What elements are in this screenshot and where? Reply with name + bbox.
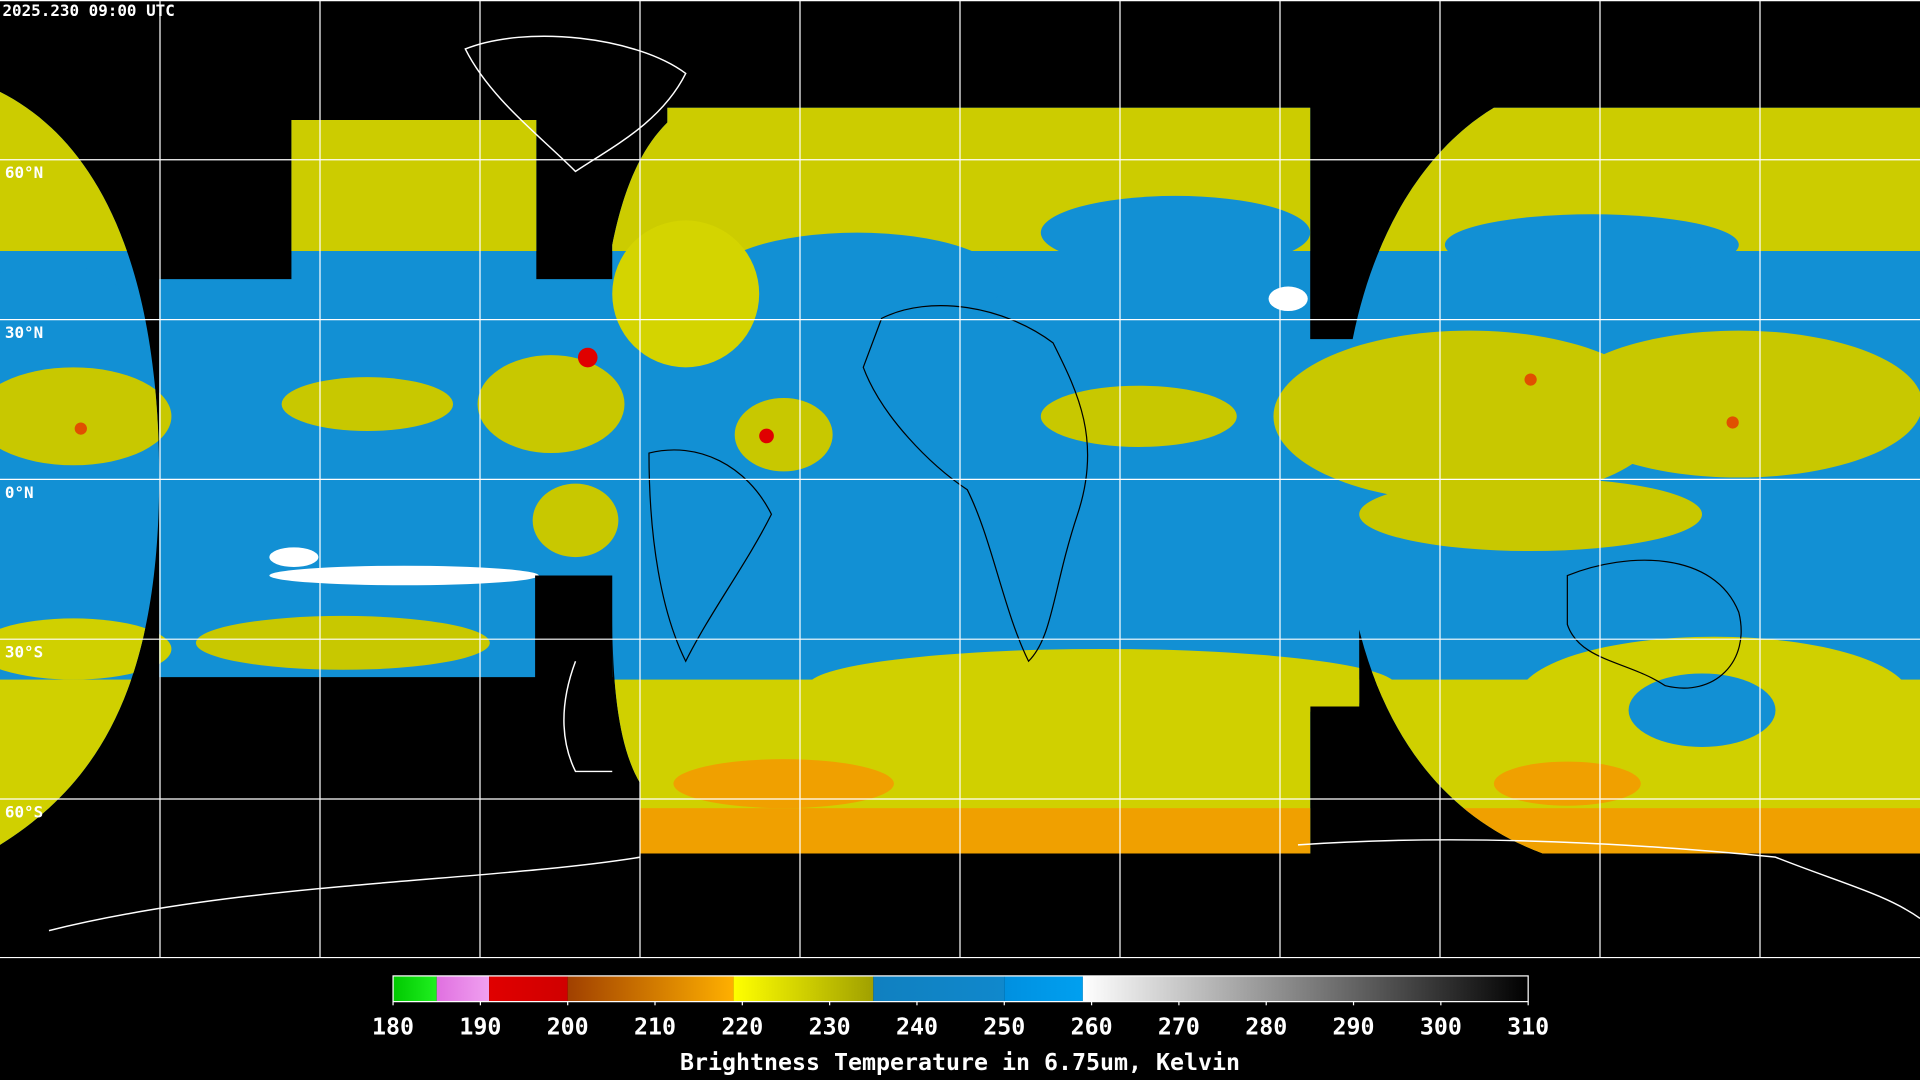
graticule [0,0,1920,959]
colorbar-tick-label: 310 [1507,1014,1549,1041]
colorbar-segment [436,975,490,1002]
moist-patch [1555,330,1920,478]
coastline [862,305,1089,663]
colorbar-tick-label: 290 [1333,1014,1375,1041]
colorbar-tick-label: 210 [634,1014,676,1041]
colorbar-tick-label: 180 [372,1014,414,1041]
colorbar-tick-label: 270 [1158,1014,1200,1041]
latitude-labels: 60°N 30°N 0°N 30°S 60°S [5,163,43,821]
colorbar-segment [567,975,734,1002]
cold-patch [1493,761,1641,806]
colorbar-tick-label: 250 [983,1014,1025,1041]
colorbar-tick-label: 240 [896,1014,938,1041]
colorbar-segment [489,975,568,1002]
latitude-label: 30°N [5,323,43,342]
storm [1726,416,1739,429]
latitude-label: 60°N [5,163,43,182]
moist-patch [612,220,760,368]
moist-patch [195,615,490,670]
moist-patch [808,648,1396,723]
latitude-label: 0°N [5,483,34,502]
storm [74,422,87,435]
colorbar-tick-label: 220 [721,1014,763,1041]
very-dry-patch [269,565,539,586]
moist-patch [1273,330,1666,503]
gap [535,575,613,686]
colorbar: 180 190 200 210 220 230 240 250 260 270 280 290 300 3… [372,975,1549,1041]
colorbar-tick-label: 300 [1420,1014,1462,1041]
moist-patch [0,618,172,680]
coastline [48,839,1920,932]
coastline [563,660,613,773]
dry-patch [1040,195,1311,270]
coastlines [48,35,1920,932]
coastline [648,449,773,663]
very-dry-patch [269,547,319,567]
coastline [464,35,687,173]
latitude-label: 30°S [5,643,43,662]
moist-patch [1359,477,1703,552]
dry-patch [1444,214,1739,276]
colorbar-frame [392,975,1529,1003]
colorbar-label: Brightness Temperature in 6.75um, Kelvin [680,1049,1240,1076]
colorbar-segment [1004,975,1083,1002]
moist-patch [734,397,833,472]
storm [759,428,774,444]
colorbar-tick-label: 230 [809,1014,851,1041]
dry-patch [0,263,123,337]
moist-patch [281,377,454,432]
moist-patch [1040,385,1237,447]
storm [577,347,598,368]
cold-patch [673,759,894,809]
colorbar-tick-label: 260 [1071,1014,1113,1041]
moist-patch [0,367,172,466]
colorbar-tick-label: 190 [459,1014,501,1041]
moist-patch [477,355,625,454]
colorbar-segment [873,975,1005,1002]
coastline [1566,559,1742,689]
colorbar-segment [733,975,874,1002]
storm [1524,373,1537,386]
latitude-label: 60°S [5,802,43,821]
colorbar-segment [1082,975,1529,1002]
timestamp: 2025.230 09:00 UTC [2,1,174,20]
very-dry-patch [1268,286,1308,312]
colorbar-segment [393,975,437,1002]
colorbar-tick-label: 200 [547,1014,589,1041]
moist-patch [532,483,619,558]
colorbar-tick-label: 280 [1245,1014,1287,1041]
dry-patch [1628,673,1776,747]
